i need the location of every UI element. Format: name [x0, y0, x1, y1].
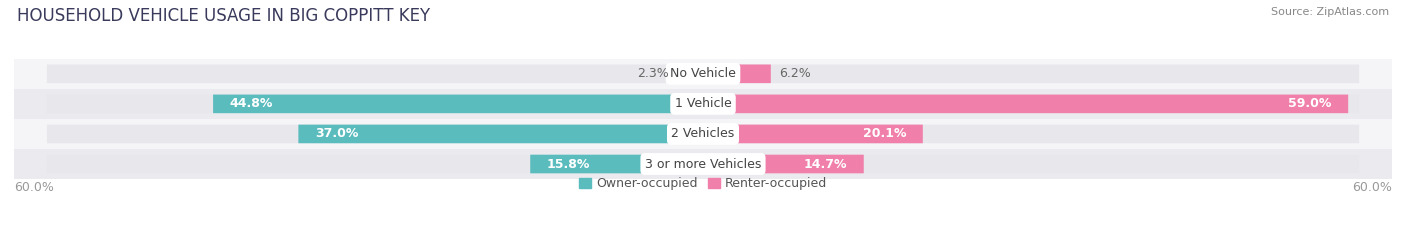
FancyBboxPatch shape: [530, 155, 703, 173]
Text: 44.8%: 44.8%: [229, 97, 273, 110]
FancyBboxPatch shape: [46, 95, 1360, 113]
FancyBboxPatch shape: [46, 125, 1360, 143]
FancyBboxPatch shape: [678, 65, 703, 83]
FancyBboxPatch shape: [703, 125, 922, 143]
Text: 6.2%: 6.2%: [779, 67, 811, 80]
FancyBboxPatch shape: [14, 89, 1392, 119]
FancyBboxPatch shape: [14, 119, 1392, 149]
FancyBboxPatch shape: [214, 95, 703, 113]
Text: Source: ZipAtlas.com: Source: ZipAtlas.com: [1271, 7, 1389, 17]
FancyBboxPatch shape: [298, 125, 703, 143]
Text: 60.0%: 60.0%: [14, 181, 53, 194]
FancyBboxPatch shape: [14, 59, 1392, 89]
FancyBboxPatch shape: [703, 95, 1348, 113]
Text: 37.0%: 37.0%: [315, 127, 359, 140]
FancyBboxPatch shape: [703, 155, 863, 173]
FancyBboxPatch shape: [46, 65, 1360, 83]
Text: 59.0%: 59.0%: [1288, 97, 1331, 110]
Legend: Owner-occupied, Renter-occupied: Owner-occupied, Renter-occupied: [579, 177, 827, 190]
FancyBboxPatch shape: [14, 149, 1392, 179]
FancyBboxPatch shape: [703, 65, 770, 83]
Text: HOUSEHOLD VEHICLE USAGE IN BIG COPPITT KEY: HOUSEHOLD VEHICLE USAGE IN BIG COPPITT K…: [17, 7, 430, 25]
Text: 1 Vehicle: 1 Vehicle: [675, 97, 731, 110]
Text: 3 or more Vehicles: 3 or more Vehicles: [645, 158, 761, 171]
Text: 2.3%: 2.3%: [637, 67, 669, 80]
Text: 14.7%: 14.7%: [804, 158, 848, 171]
FancyBboxPatch shape: [46, 155, 1360, 173]
Text: 2 Vehicles: 2 Vehicles: [672, 127, 734, 140]
Text: No Vehicle: No Vehicle: [671, 67, 735, 80]
Text: 20.1%: 20.1%: [863, 127, 907, 140]
Text: 60.0%: 60.0%: [1353, 181, 1392, 194]
Text: 15.8%: 15.8%: [547, 158, 591, 171]
